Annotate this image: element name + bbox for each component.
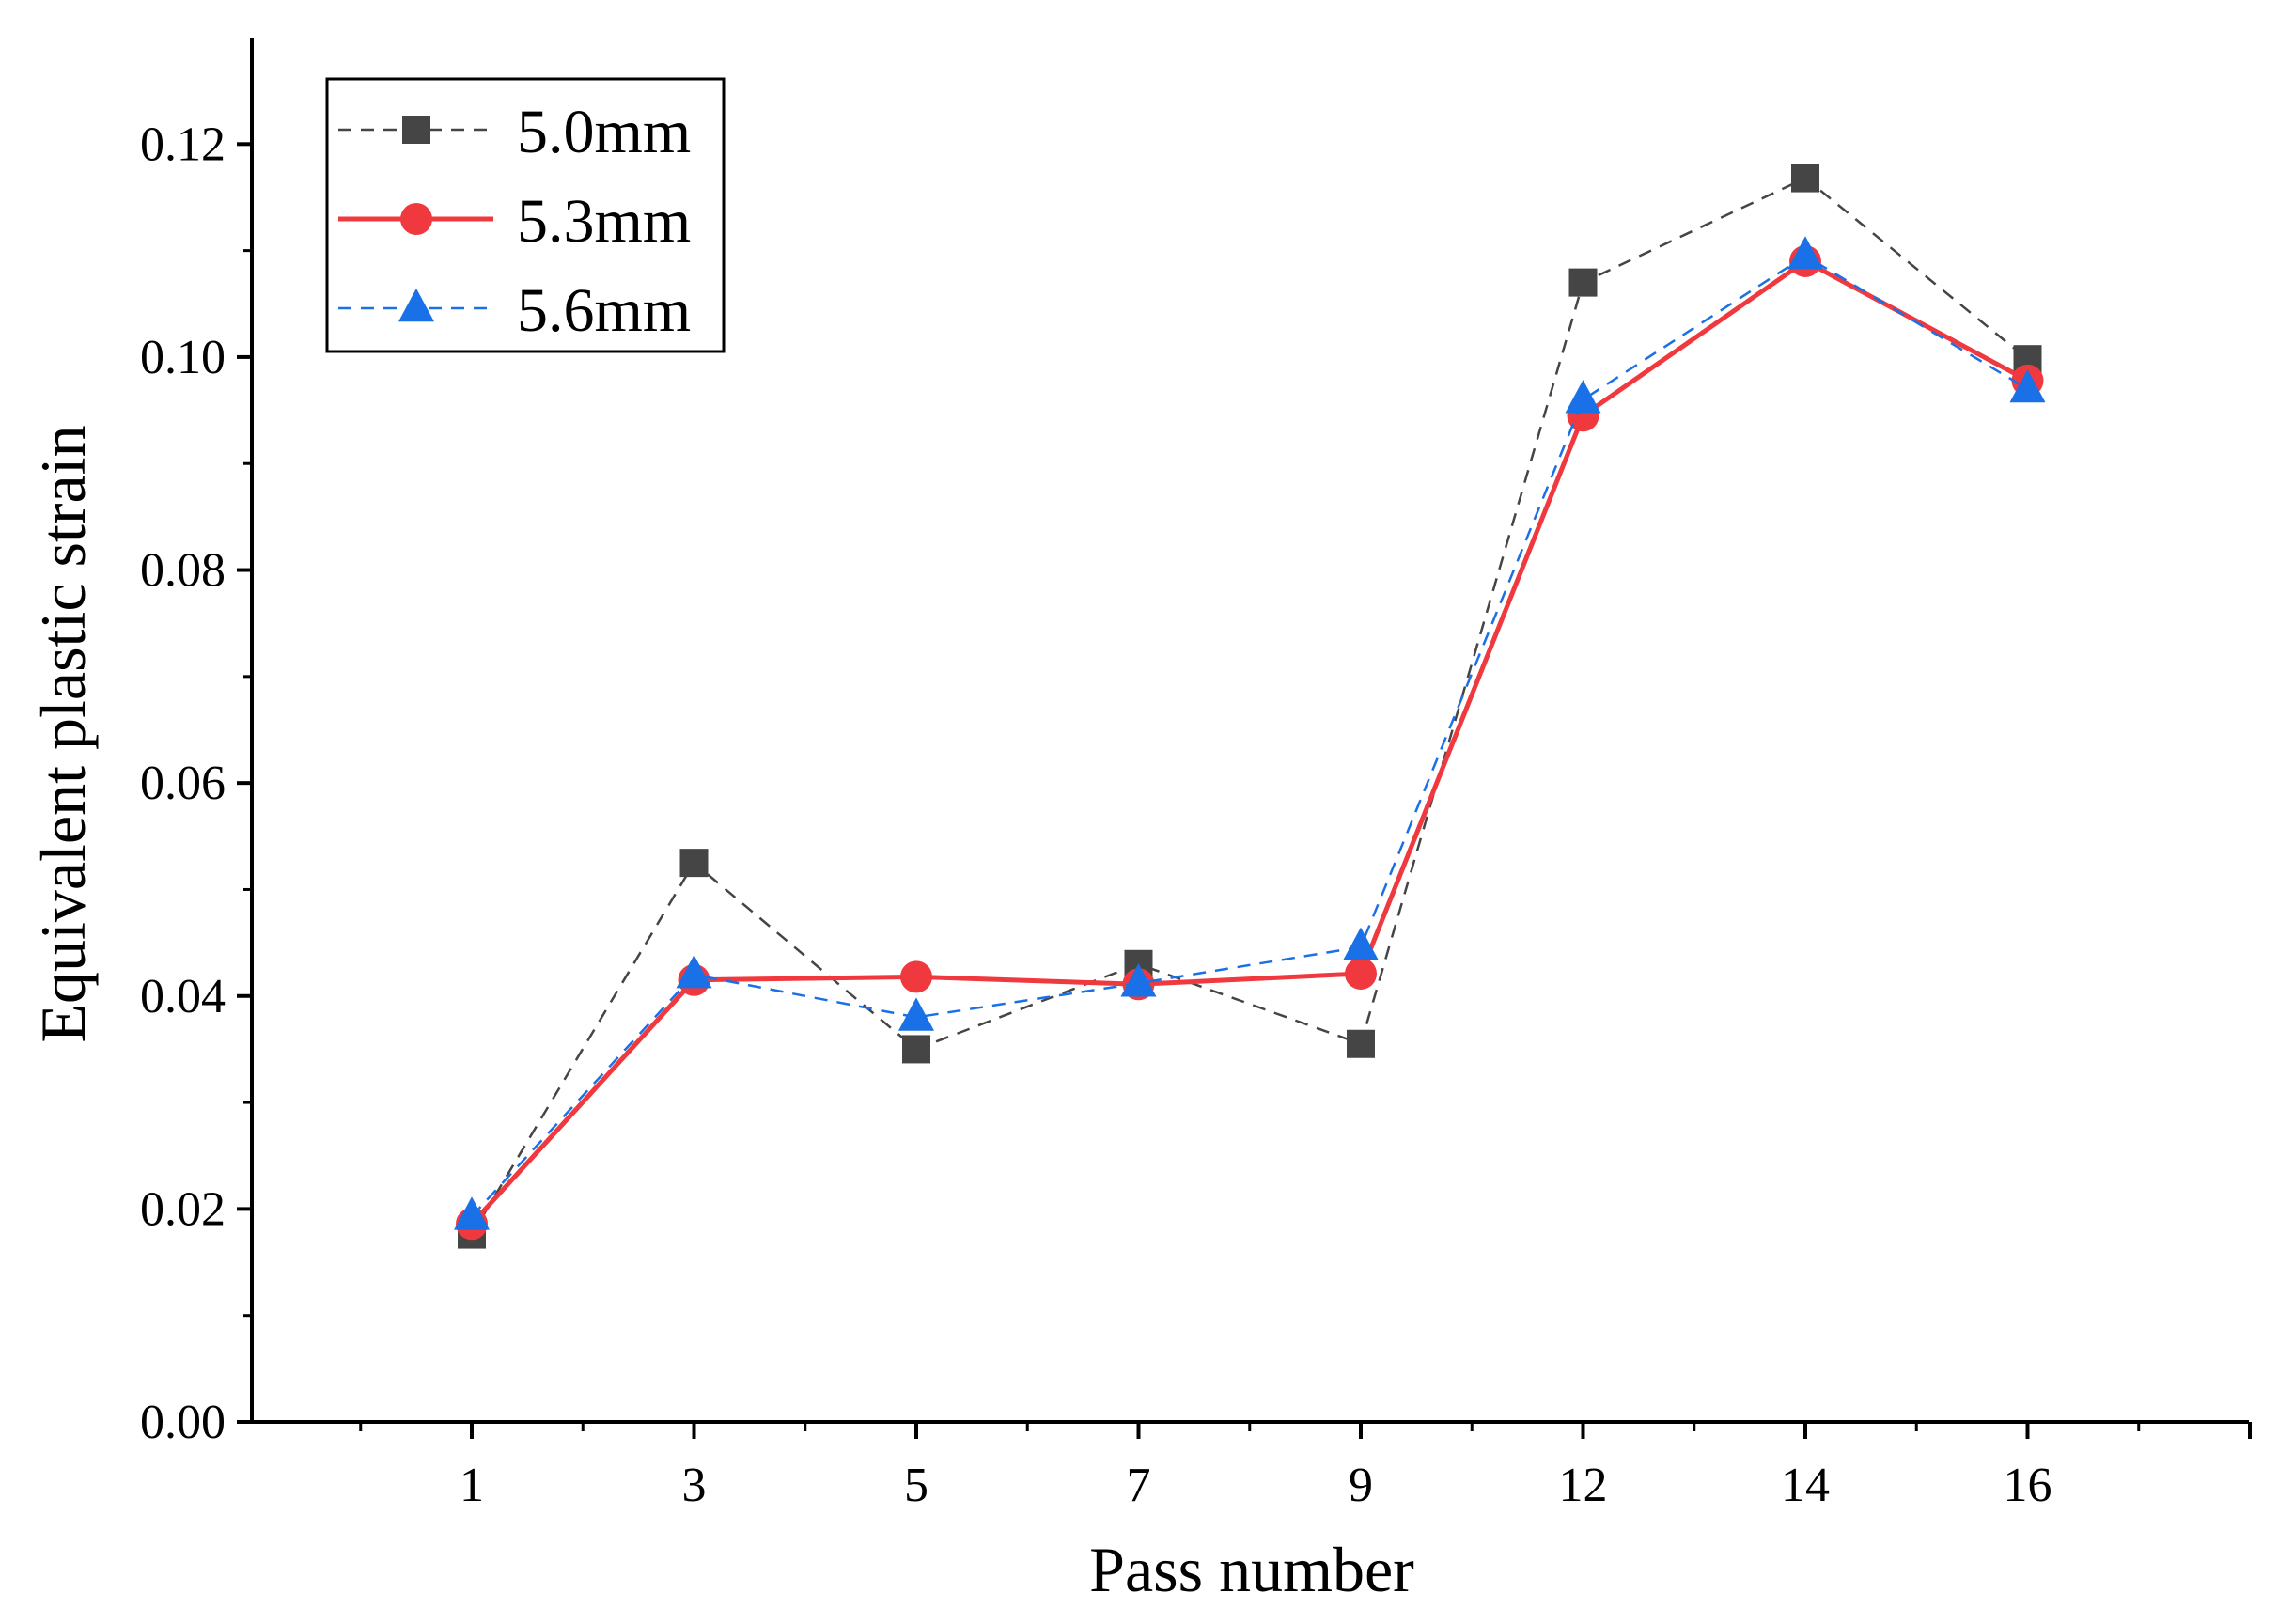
y-tick-label: 0.06 — [140, 757, 226, 810]
data-point — [679, 849, 709, 878]
x-tick-label: 14 — [1781, 1459, 1830, 1512]
x-tick-label: 7 — [1127, 1459, 1151, 1512]
x-axis-title: Pass number — [1089, 1534, 1414, 1605]
x-tick-label: 5 — [904, 1459, 928, 1512]
data-point — [676, 955, 712, 989]
y-tick-label: 0.02 — [140, 1182, 226, 1236]
data-point — [902, 1035, 930, 1064]
data-point — [454, 1196, 490, 1230]
data-point — [1791, 164, 1819, 193]
series-line — [471, 254, 2029, 1218]
y-tick-label: 0.00 — [140, 1396, 226, 1449]
series-5.6mm — [454, 236, 2046, 1230]
data-point — [1120, 963, 1157, 997]
x-tick-label: 3 — [682, 1459, 707, 1512]
data-point — [1787, 236, 1823, 270]
series-layer — [454, 164, 2046, 1249]
x-tick-label: 1 — [460, 1459, 484, 1512]
data-point — [1565, 380, 1601, 414]
x-tick-label: 16 — [2004, 1459, 2052, 1512]
data-point — [1343, 927, 1379, 960]
series-line — [470, 258, 2029, 1226]
axes: 0.00 0.02 0.04 0.06 0.08 0.10 0.12 1 3 5 7 9 12 14 16 — [140, 38, 2252, 1512]
data-point — [2009, 368, 2046, 403]
legend-label: 5.0mm — [517, 98, 691, 166]
y-tick-label: 0.08 — [140, 544, 226, 598]
x-tick-label: 9 — [1349, 1459, 1373, 1512]
series-5.3mm — [456, 244, 2044, 1241]
legend-label: 5.3mm — [517, 187, 691, 256]
series-line — [470, 177, 2029, 1236]
legend-box — [325, 77, 726, 353]
data-point — [1345, 957, 1377, 990]
data-point — [900, 960, 932, 993]
data-point — [1347, 1029, 1375, 1058]
legend-marker — [400, 203, 432, 235]
y-axis-title: Equivalent plastic strain — [27, 425, 99, 1042]
y-tick-label: 0.10 — [140, 331, 226, 384]
legend-label: 5.6mm — [517, 276, 691, 345]
data-point — [898, 997, 934, 1031]
legend: 5.0mm 5.3mm 5.6mm — [325, 77, 726, 353]
y-tick-label: 0.12 — [140, 117, 226, 171]
legend-marker — [402, 116, 430, 144]
x-tick-label: 12 — [1559, 1459, 1608, 1512]
data-point — [1568, 268, 1598, 297]
legend-marker — [398, 288, 434, 322]
y-tick-label: 0.04 — [140, 970, 226, 1023]
